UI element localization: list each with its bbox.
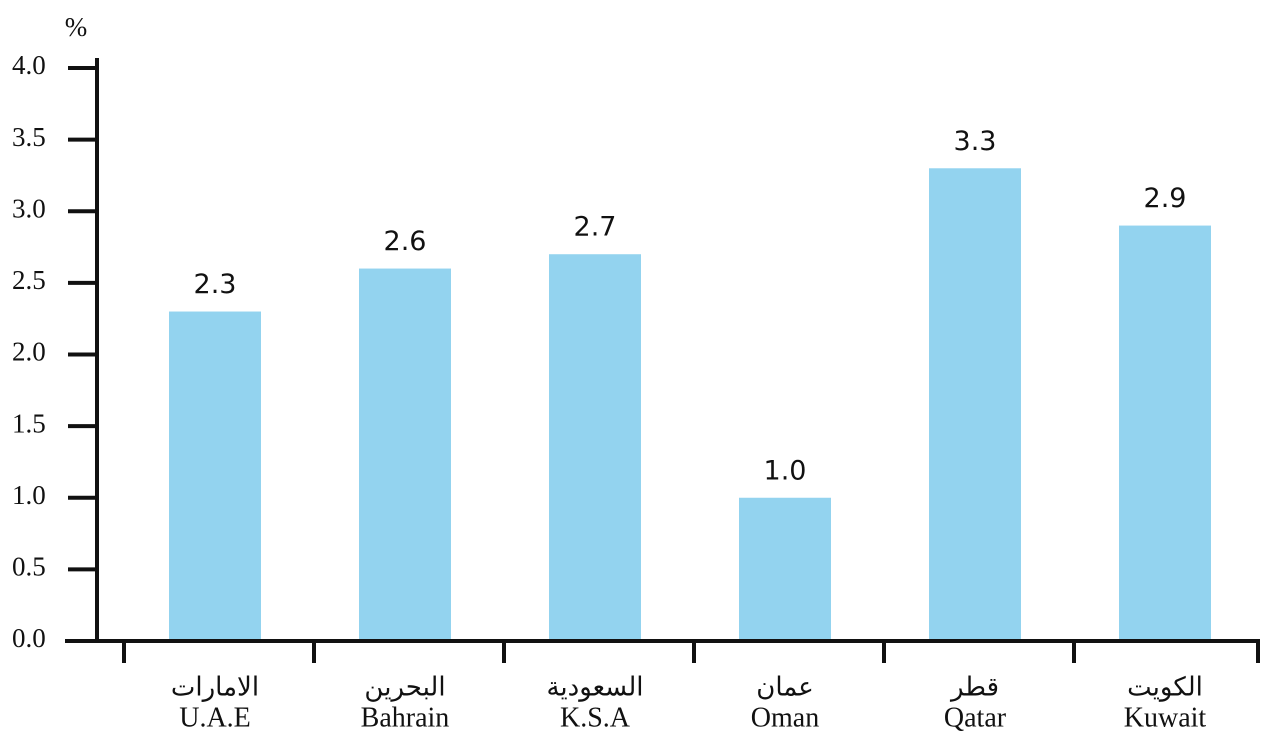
value-label: 1.0 (764, 455, 807, 486)
value-label: 3.3 (954, 126, 997, 157)
x-tick-label: Bahrain (361, 702, 450, 733)
y-tick-label: 1.0 (12, 480, 46, 510)
x-tick-label-arabic: الامارات (171, 673, 259, 703)
bar (549, 254, 641, 641)
x-tick-label: Oman (751, 702, 819, 733)
y-tick-label: 0.5 (12, 552, 46, 582)
y-tick-label: 2.0 (12, 337, 46, 367)
value-label: 2.9 (1144, 183, 1187, 214)
y-tick-label: 4.0 (12, 50, 46, 80)
y-tick-label: 2.5 (12, 265, 46, 295)
y-tick-label: 3.0 (12, 193, 46, 223)
x-tick-label-arabic: السعودية (546, 673, 643, 703)
bar (929, 168, 1021, 641)
x-tick-label: Qatar (944, 702, 1007, 733)
y-tick-label: 1.5 (12, 408, 46, 438)
bar (359, 268, 451, 641)
x-tick-label-arabic: الكويت (1127, 673, 1203, 703)
x-tick-label: U.A.E (179, 702, 251, 733)
value-label: 2.6 (384, 226, 427, 257)
x-tick-label-arabic: قطر (949, 673, 999, 703)
x-tick-label-arabic: البحرين (364, 673, 445, 703)
x-tick-label: K.S.A (560, 702, 631, 733)
y-tick-label: 3.5 (12, 122, 46, 152)
bar (169, 311, 261, 641)
value-label: 2.7 (574, 212, 617, 243)
y-tick-label: 0.0 (12, 623, 46, 653)
x-tick-label: Kuwait (1124, 702, 1207, 733)
x-tick-label-arabic: عمان (756, 673, 814, 703)
value-label: 2.3 (194, 269, 237, 300)
y-axis-label: % (65, 12, 88, 42)
bar (1119, 225, 1211, 641)
bar (739, 497, 831, 641)
